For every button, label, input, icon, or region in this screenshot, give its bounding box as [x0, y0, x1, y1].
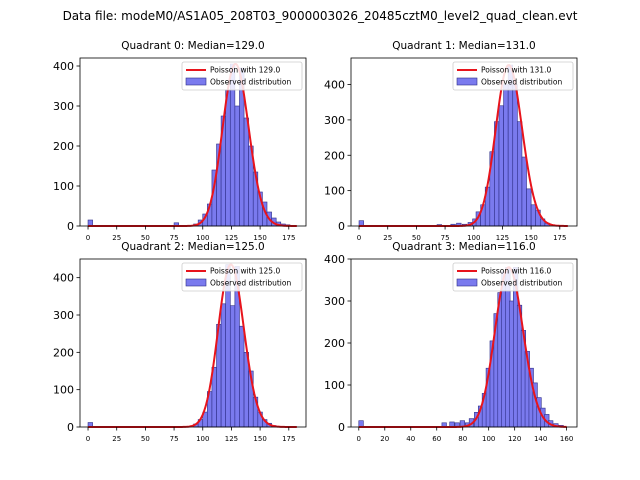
x-tick-label: 75: [441, 234, 450, 242]
y-tick-label: 300: [53, 100, 74, 113]
x-tick-label: 125: [225, 435, 238, 443]
x-tick-label: 150: [253, 234, 266, 242]
legend-box: [181, 262, 303, 292]
y-tick-label: 0: [338, 220, 345, 233]
histogram-bar: [526, 188, 532, 227]
legend-observed-label: Observed distribution: [210, 78, 291, 87]
y-tick-label: 200: [324, 337, 345, 350]
y-tick-label: 400: [324, 79, 345, 92]
legend-box: [181, 61, 303, 91]
y-tick-label: 100: [324, 379, 345, 392]
legend-poisson-label: Poisson with 125.0: [210, 267, 280, 276]
x-tick-label: 140: [534, 435, 547, 443]
histogram-bar: [243, 117, 249, 227]
histogram-bar: [517, 121, 523, 227]
x-tick-label: 100: [467, 234, 480, 242]
y-tick-label: 200: [53, 346, 74, 359]
quadrant-1-legend: Poisson with 131.0 Observed distribution: [452, 61, 574, 91]
y-tick-label: 400: [324, 253, 345, 266]
x-tick-label: 25: [112, 234, 121, 242]
y-tick-label: 0: [338, 421, 345, 434]
x-tick-label: 125: [496, 234, 509, 242]
y-tick-label: 400: [53, 272, 74, 285]
histogram-bar: [229, 305, 236, 428]
y-tick-label: 400: [53, 60, 74, 73]
quadrant-2-title: Quadrant 2: Median=125.0: [121, 241, 264, 253]
histogram-bar: [503, 84, 509, 227]
legend-observed-label: Observed distribution: [481, 78, 562, 87]
x-tick-label: 75: [170, 435, 179, 443]
y-tick-label: 300: [324, 295, 345, 308]
x-tick-label: 100: [482, 435, 495, 443]
histogram-bar: [521, 156, 527, 227]
x-tick-label: 40: [406, 435, 415, 443]
x-tick-label: 150: [253, 435, 266, 443]
x-tick-label: 120: [508, 435, 521, 443]
x-tick-label: 25: [383, 234, 392, 242]
x-tick-label: 50: [141, 435, 150, 443]
legend-observed-label: Observed distribution: [481, 279, 562, 288]
histogram-bar: [234, 105, 240, 227]
legend-bar-swatch: [185, 77, 207, 86]
x-tick-label: 160: [560, 435, 573, 443]
y-tick-label: 300: [324, 114, 345, 127]
x-tick-label: 100: [196, 435, 209, 443]
quadrant-0-axes: Quadrant 0: Median=129.0 0 100 200 300 400 0 25…: [53, 40, 307, 242]
x-tick-label: 0: [357, 435, 361, 443]
y-tick-label: 200: [53, 140, 74, 153]
x-tick-label: 50: [141, 234, 150, 242]
legend-box: [452, 262, 574, 292]
quadrant-3-legend: Poisson with 116.0 Observed distribution: [452, 262, 574, 292]
x-tick-label: 0: [357, 234, 361, 242]
quadrant-1-title: Quadrant 1: Median=131.0: [392, 40, 535, 52]
legend-poisson-label: Poisson with 131.0: [481, 66, 551, 75]
x-tick-label: 50: [412, 234, 421, 242]
histogram-bar: [498, 105, 504, 227]
y-tick-label: 100: [53, 180, 74, 193]
y-tick-label: 100: [324, 185, 345, 198]
y-tick-label: 200: [324, 149, 345, 162]
legend-observed-label: Observed distribution: [210, 279, 291, 288]
x-tick-label: 100: [196, 234, 209, 242]
legend-box: [452, 61, 574, 91]
y-tick-label: 0: [67, 421, 74, 434]
quadrant-0-legend: Poisson with 129.0 Observed distribution: [181, 61, 303, 91]
x-tick-label: 150: [524, 234, 537, 242]
legend-poisson-label: Poisson with 129.0: [210, 66, 280, 75]
x-tick-label: 75: [170, 234, 179, 242]
axes-frame: [350, 57, 578, 227]
y-tick-label: 0: [67, 220, 74, 233]
y-tick-label: 300: [53, 309, 74, 322]
x-tick-label: 175: [282, 435, 295, 443]
legend-poisson-label: Poisson with 116.0: [481, 267, 551, 276]
legend-bar-swatch: [185, 278, 207, 287]
quadrant-2-legend: Poisson with 125.0 Observed distribution: [181, 262, 303, 292]
histogram-bar: [512, 84, 518, 227]
x-tick-label: 20: [380, 435, 389, 443]
axes-frame: [79, 258, 307, 428]
legend-bar-swatch: [456, 278, 478, 287]
quadrant-3-axes: Quadrant 3: Median=116.0 0 100 200 300 400 0 20…: [324, 241, 578, 443]
x-tick-label: 175: [553, 234, 566, 242]
x-tick-label: 80: [458, 435, 467, 443]
x-tick-label: 125: [225, 234, 238, 242]
figure-suptitle: Data file: modeM0/AS1A05_208T03_90000030…: [63, 9, 578, 23]
x-tick-label: 175: [282, 234, 295, 242]
x-tick-label: 25: [112, 435, 121, 443]
histogram-bar: [220, 303, 226, 428]
quadrant-1-axes: Quadrant 1: Median=131.0 0 100 200 300 400 0 25…: [324, 40, 578, 242]
y-tick-label: 100: [53, 384, 74, 397]
x-tick-label: 60: [432, 435, 441, 443]
legend-bar-swatch: [456, 77, 478, 86]
x-tick-label: 0: [86, 435, 90, 443]
histogram-bar: [530, 204, 537, 227]
axes-frame: [79, 57, 307, 227]
quadrant-2-axes: Quadrant 2: Median=125.0 0 100 200 300 400 0 25…: [53, 241, 307, 443]
quadrant-3-title: Quadrant 3: Median=116.0: [392, 241, 535, 253]
histogram-bar: [225, 89, 231, 227]
quadrant-0-title: Quadrant 0: Median=129.0: [121, 40, 264, 52]
x-tick-label: 0: [86, 234, 90, 242]
histogram-bar: [239, 325, 245, 428]
